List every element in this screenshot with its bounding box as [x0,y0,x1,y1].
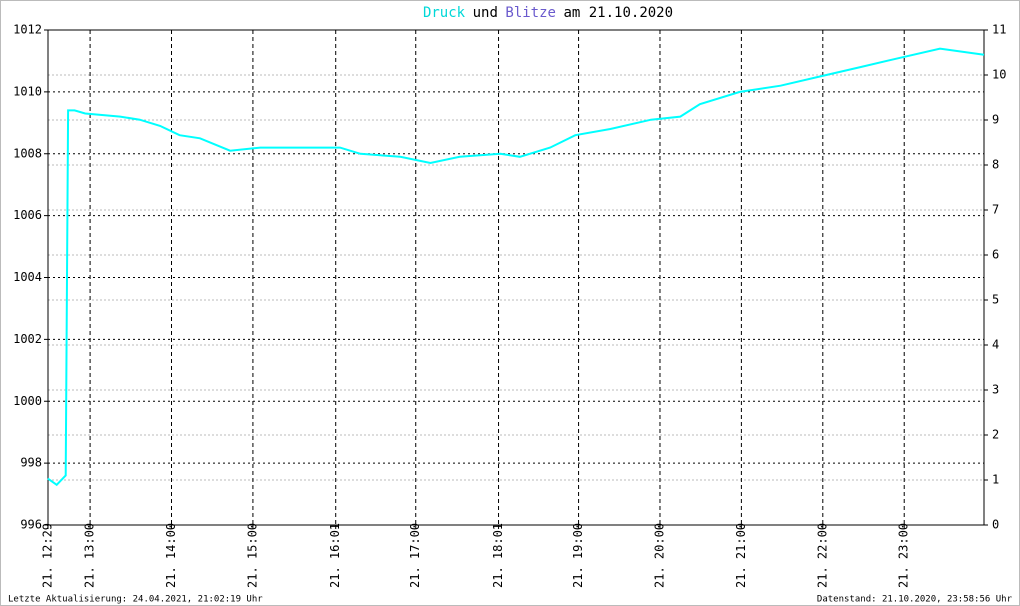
y2-tick-label: 5 [992,293,999,307]
y-tick-label: 1006 [13,208,42,222]
y2-tick-label: 1 [992,473,999,487]
footer-left: Letzte Aktualisierung: 24.04.2021, 21:02… [8,595,263,605]
chart-title: Druck und Blitze am 21.10.2020 [423,5,673,21]
plot-frame [47,29,985,526]
y-tick-label: 1008 [13,146,42,160]
y-tick-label: 1010 [13,84,42,98]
x-tick-label: 21. 20:00 [652,523,666,588]
y-tick-label: 1004 [13,270,42,284]
y-tick-label: 1012 [13,23,42,37]
y2-tick-label: 0 [992,518,999,532]
x-tick-label: 21. 13:00 [83,523,97,588]
title-part: am 21.10.2020 [563,5,673,21]
title-part: Druck [423,5,466,21]
x-tick-label: 21. 12:29 [41,523,55,588]
x-tick-label: 21. 18:01 [491,523,505,588]
data-line [47,47,985,487]
x-tick-label: 21. 21:00 [734,523,748,588]
x-tick-label: 21. 22:00 [815,523,829,588]
y2-tick-label: 3 [992,383,999,397]
y-tick-label: 998 [20,456,42,470]
y2-tick-label: 7 [992,203,999,217]
y2-tick-label: 4 [992,338,999,352]
x-tick-label: 21. 19:00 [571,523,585,588]
y2-tick-label: 9 [992,113,999,127]
y2-tick-label: 11 [992,23,1006,37]
x-tick-label: 21. 23:00 [897,523,911,588]
title-part: Blitze [505,5,556,21]
x-tick-label: 21. 17:00 [408,523,422,588]
y-tick-label: 1000 [13,394,42,408]
y2-tick-label: 2 [992,428,999,442]
x-tick-label: 21. 15:00 [245,523,259,588]
y2-tick-label: 10 [992,68,1006,82]
title-part: und [473,5,498,21]
y-tick-label: 1002 [13,332,42,346]
y-tick-label: 996 [20,518,42,532]
footer-right: Datenstand: 21.10.2020, 23:58:56 Uhr [817,595,1013,605]
y2-tick-label: 6 [992,248,999,262]
x-tick-label: 21. 14:00 [164,523,178,588]
x-tick-label: 21. 16:01 [328,523,342,588]
y2-tick-label: 8 [992,158,999,172]
